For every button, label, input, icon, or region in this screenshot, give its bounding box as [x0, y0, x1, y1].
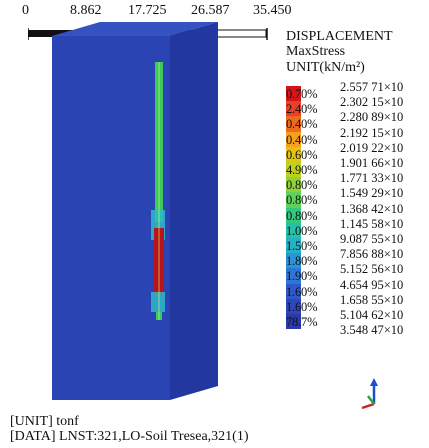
legend-percentage: 0.40% — [286, 132, 318, 147]
legend-percentage: 1.00% — [286, 223, 318, 238]
legend-percentage: 0.80% — [286, 193, 318, 208]
legend-value: 1.368 42×10 — [340, 201, 404, 216]
legend-percentage: 0.40% — [286, 117, 318, 132]
legend-percentage: 1.90% — [286, 269, 318, 284]
legend-color-swatch — [286, 314, 301, 330]
legend-value: 2.192 15×10 — [340, 125, 404, 140]
legend-value: 2.280 89×10 — [340, 110, 404, 125]
legend-color-swatch — [286, 162, 301, 178]
legend-value: 1.549 29×10 — [340, 186, 404, 201]
legend-percentage: 1.50% — [286, 239, 318, 253]
legend-value: 3.548 47×10 — [340, 323, 404, 338]
result-subtitle: MaxStress — [286, 44, 346, 59]
stress-legend: 0.70% 2.557 71×10 2.40% 2.302 15×10 0.40% 2.2… — [286, 80, 426, 336]
legend-color-swatch — [286, 253, 301, 269]
legend-percentage: 1.80% — [286, 254, 318, 269]
result-title: DISPLACEMENT — [286, 29, 393, 44]
legend-color-swatch — [286, 177, 301, 193]
legend-value: 1.771 33×10 — [340, 171, 404, 186]
legend-percentage: 0.60% — [286, 147, 318, 162]
soil-front-face — [52, 36, 170, 400]
scale-tick-label: 8.862 — [70, 3, 102, 18]
pile-stress-zone-lower — [151, 292, 165, 312]
legend-percentage: 1.60% — [286, 284, 318, 299]
soil-top-face — [52, 22, 218, 36]
legend-value: 5.152 56×10 — [340, 262, 404, 277]
legend-percentage: 4.90% — [286, 163, 318, 177]
soil-side-face — [170, 22, 218, 400]
legend-value: 2.019 22×10 — [340, 140, 404, 155]
legend-color-swatch — [286, 298, 301, 314]
xyz-axis-triad-icon — [361, 378, 378, 410]
legend-color-swatch — [286, 146, 301, 162]
legend-color-swatch — [286, 86, 301, 102]
legend-percentage: 2.40% — [286, 102, 318, 117]
legend-color-swatch — [286, 268, 301, 284]
legend-color-swatch — [286, 283, 301, 299]
scale-tick-label: 0 — [22, 3, 29, 18]
legend-value: 1.145 58×10 — [340, 216, 404, 231]
legend-color-swatch — [286, 222, 301, 238]
legend-value: 7.856 88×10 — [340, 247, 404, 262]
legend-color-swatch — [286, 207, 301, 223]
legend-value: 1.901 66×10 — [340, 156, 404, 170]
scale-tick-label: 17.725 — [128, 3, 167, 18]
scale-bar-segment — [28, 30, 88, 37]
legend-value: 1.658 55×10 — [340, 292, 404, 307]
legend-percentage: 0.80% — [286, 178, 318, 193]
footer-unit: [UNIT] tonf — [10, 414, 79, 429]
legend-value: 2.557 71×10 — [340, 80, 404, 94]
legend-value: 2.302 15×10 — [340, 95, 404, 110]
legend-value: 9.087 55×10 — [340, 232, 404, 246]
legend-percentage: 0.80% — [286, 208, 318, 223]
legend-percentage: 0.70% — [286, 87, 318, 101]
legend-color-swatch — [286, 238, 301, 254]
legend-color-swatch — [286, 101, 301, 117]
legend-color-swatch — [286, 192, 301, 208]
scale-tick-label: 26.587 — [191, 3, 230, 18]
legend-percentage: 78.7% — [286, 315, 318, 329]
legend-percentage: 1.60% — [286, 299, 318, 314]
scale-tick-label: 35.450 — [253, 3, 292, 18]
legend-value: 4.654 95×10 — [340, 277, 404, 292]
legend-color-swatch — [286, 116, 301, 132]
legend-color-swatch — [286, 131, 301, 147]
footer-data: [DATA] LNST:321,LO-Soil Tresea,321(1) — [10, 429, 249, 444]
result-unit: UNIT(kN/m²) — [286, 60, 365, 75]
legend-value: 5.104 62×10 — [340, 308, 404, 322]
